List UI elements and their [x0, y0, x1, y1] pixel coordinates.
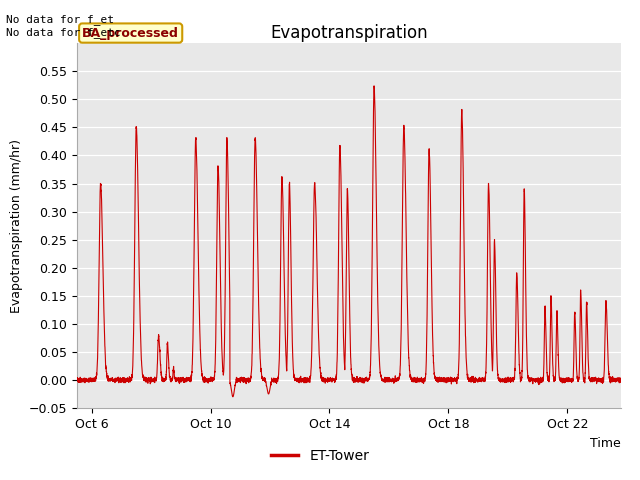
Title: Evapotranspiration: Evapotranspiration	[270, 24, 428, 42]
Text: BA_processed: BA_processed	[82, 26, 179, 39]
Y-axis label: Evapotranspiration (mm/hr): Evapotranspiration (mm/hr)	[10, 139, 23, 312]
Legend: ET-Tower: ET-Tower	[265, 443, 375, 468]
Text: Time: Time	[590, 437, 621, 450]
Text: No data for f_et
No data for f_etc: No data for f_et No data for f_etc	[6, 14, 121, 38]
